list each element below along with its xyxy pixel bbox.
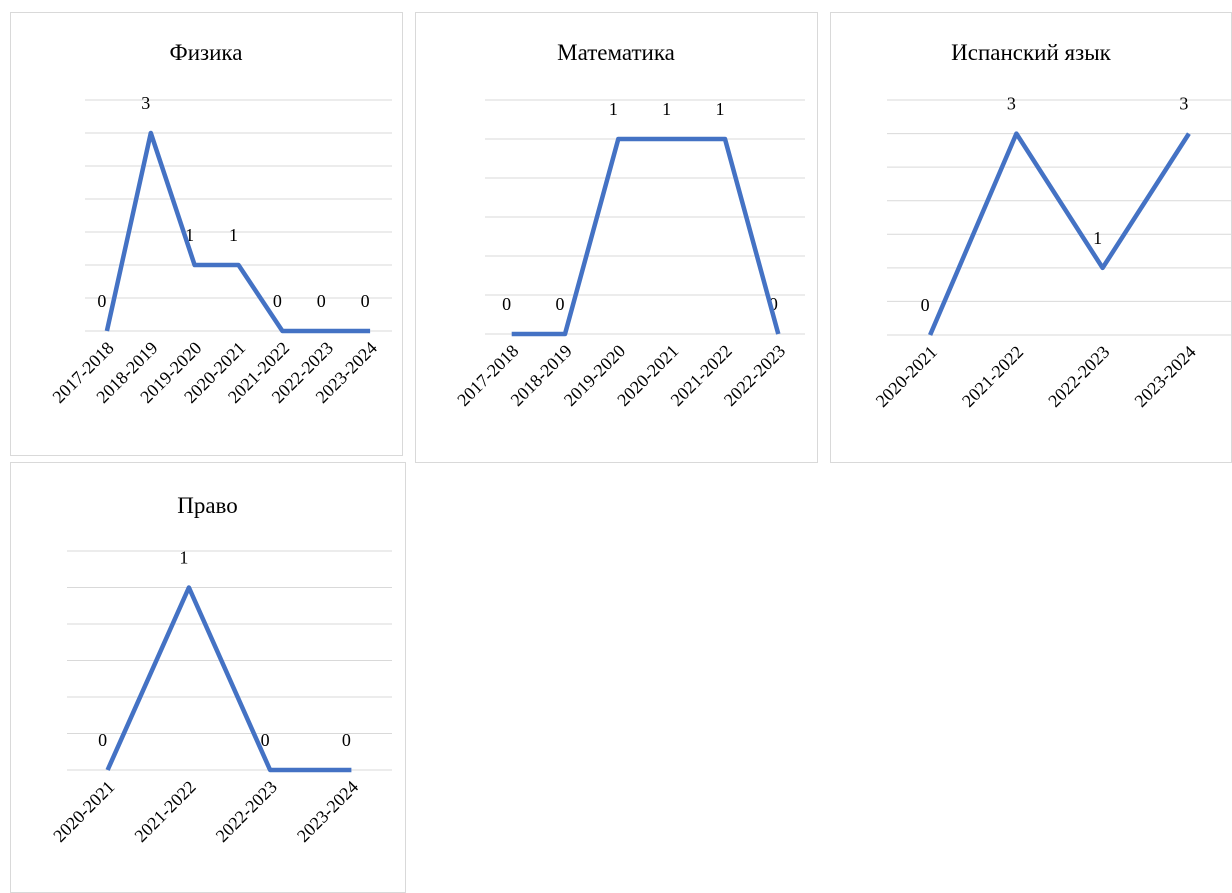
chart-frame (830, 12, 1232, 463)
chart-title: Физика (170, 40, 243, 65)
data-label: 0 (98, 730, 107, 750)
data-label: 3 (1007, 94, 1016, 114)
chart-frame (10, 12, 403, 456)
line-series (104, 130, 371, 334)
data-label: 3 (1179, 94, 1188, 114)
data-label: 0 (921, 295, 930, 315)
line-series (105, 585, 352, 773)
data-label: 1 (179, 548, 188, 568)
data-label: 0 (273, 291, 282, 311)
chart: Математика02017-201802018-201912019-2020… (415, 12, 818, 463)
chart: Испанский язык02020-202132021-202212022-… (830, 12, 1232, 463)
data-label: 0 (317, 291, 326, 311)
data-label: 0 (361, 291, 370, 311)
line-series (511, 136, 781, 337)
line-series (928, 131, 1191, 336)
data-label: 1 (716, 99, 725, 119)
data-label: 1 (662, 99, 671, 119)
chart-title: Испанский язык (951, 40, 1112, 65)
chart-title: Математика (557, 40, 675, 65)
data-label: 1 (229, 225, 238, 245)
chart: Право02020-202112021-202202022-202302023… (10, 462, 406, 893)
data-label: 0 (556, 294, 565, 314)
data-label: 1 (185, 225, 194, 245)
data-label: 1 (609, 99, 618, 119)
data-label: 1 (1093, 228, 1102, 248)
data-label: 0 (97, 291, 106, 311)
data-label: 0 (261, 730, 270, 750)
chart-title: Право (177, 493, 238, 518)
data-label: 0 (342, 730, 351, 750)
data-label: 3 (141, 93, 150, 113)
chart: Физика02017-201832018-201912019-20201202… (10, 12, 403, 456)
data-label: 0 (502, 294, 511, 314)
data-label: 0 (769, 294, 778, 314)
